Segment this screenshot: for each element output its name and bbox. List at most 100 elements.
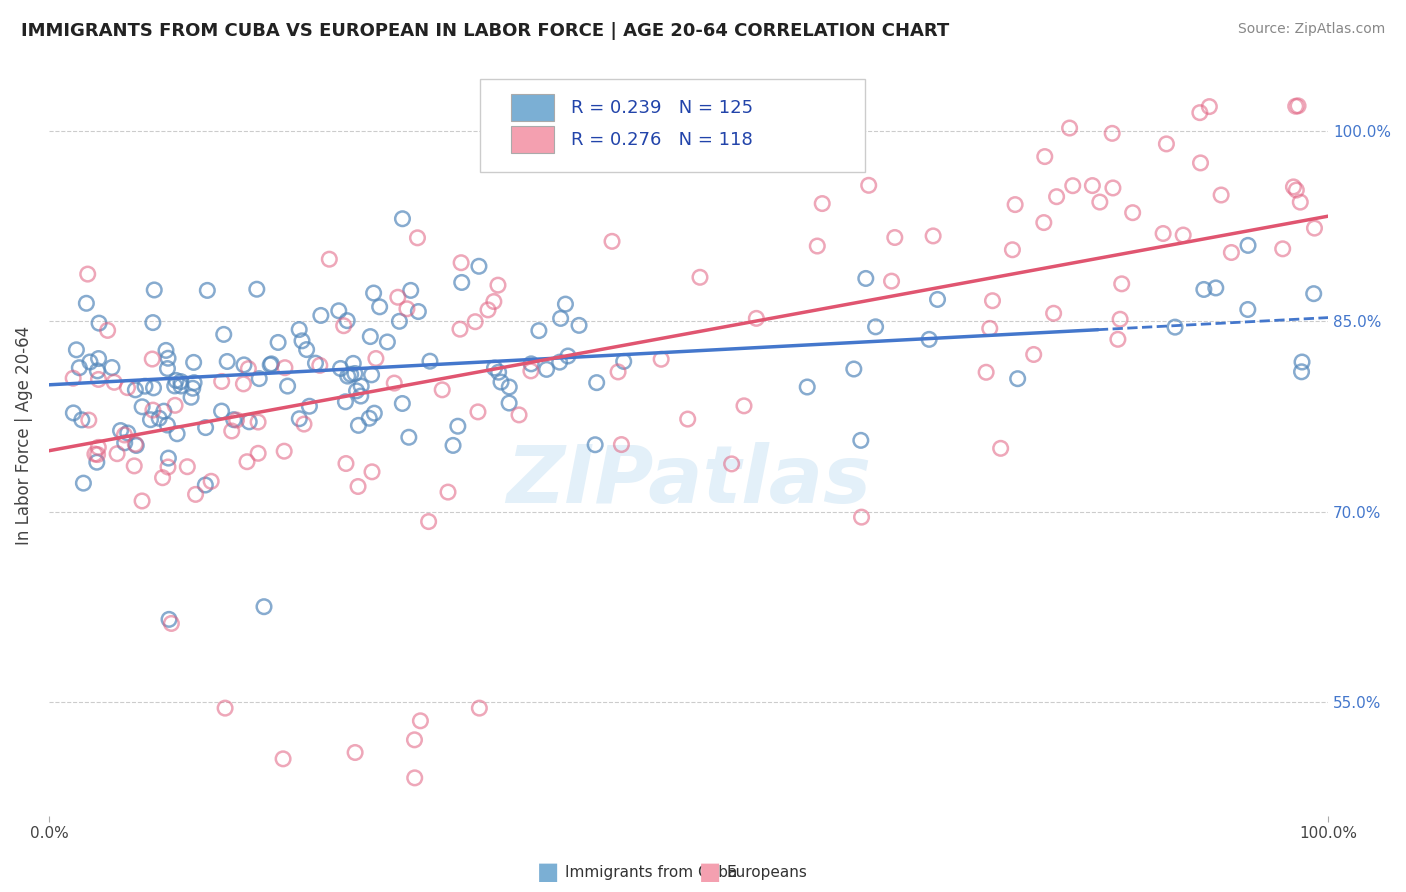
Point — [318, 252, 340, 267]
Point — [87, 351, 110, 366]
Point — [974, 365, 997, 379]
Point — [568, 318, 591, 333]
Text: ■: ■ — [699, 861, 721, 884]
Point — [360, 368, 382, 382]
Point — [1285, 99, 1308, 113]
Point — [1156, 136, 1178, 151]
Point — [918, 332, 941, 346]
Point — [1236, 302, 1258, 317]
Point — [170, 379, 193, 393]
Point — [329, 361, 352, 376]
Point — [170, 375, 193, 389]
Point — [183, 355, 205, 369]
Point — [1285, 183, 1308, 197]
Point — [247, 446, 270, 460]
Point — [165, 374, 187, 388]
Point — [1111, 277, 1133, 291]
Point — [1122, 205, 1144, 219]
Point — [1032, 216, 1054, 230]
Point — [87, 372, 110, 386]
Point — [409, 714, 432, 728]
Point — [1152, 227, 1174, 241]
Point — [404, 732, 426, 747]
Point — [486, 278, 509, 293]
Point — [610, 437, 633, 451]
Text: Europeans: Europeans — [727, 865, 808, 880]
Point — [347, 479, 370, 493]
Point — [277, 379, 299, 393]
Point — [72, 476, 94, 491]
Point — [388, 314, 411, 328]
Point — [745, 311, 768, 326]
Point — [981, 293, 1004, 308]
Point — [418, 515, 440, 529]
Point — [200, 475, 222, 489]
Point — [489, 375, 512, 389]
Point — [335, 457, 357, 471]
Point — [308, 359, 330, 373]
Point — [83, 447, 105, 461]
Point — [221, 424, 243, 438]
Point — [865, 319, 887, 334]
Point — [600, 235, 623, 249]
Point — [65, 343, 87, 357]
Point — [217, 354, 239, 368]
Point — [536, 362, 558, 376]
Point — [181, 381, 204, 395]
Point — [139, 413, 162, 427]
Point — [105, 447, 128, 461]
Point — [304, 356, 326, 370]
Point — [676, 412, 699, 426]
Point — [520, 357, 543, 371]
Point — [395, 301, 418, 316]
Point — [1205, 281, 1227, 295]
Point — [364, 351, 387, 366]
Point — [347, 418, 370, 433]
Point — [101, 360, 124, 375]
Point — [259, 358, 281, 372]
Point — [363, 286, 385, 301]
Text: R = 0.276   N = 118: R = 0.276 N = 118 — [571, 130, 752, 149]
Point — [1042, 306, 1064, 320]
Point — [1211, 188, 1233, 202]
Point — [408, 304, 430, 318]
Point — [486, 124, 509, 138]
Point — [363, 406, 385, 420]
Point — [160, 616, 183, 631]
Point — [849, 434, 872, 448]
Point — [359, 329, 381, 343]
Point — [450, 276, 472, 290]
Point — [368, 300, 391, 314]
Point — [148, 411, 170, 425]
Point — [1045, 189, 1067, 203]
Point — [1173, 227, 1195, 242]
Point — [86, 364, 108, 378]
Point — [1033, 150, 1056, 164]
Point — [267, 335, 290, 350]
Point — [498, 380, 520, 394]
Point — [156, 460, 179, 475]
Point — [271, 752, 294, 766]
Point — [806, 239, 828, 253]
Point — [1237, 238, 1260, 252]
Point — [550, 311, 572, 326]
Point — [398, 430, 420, 444]
Point — [211, 375, 233, 389]
Point — [361, 465, 384, 479]
Point — [447, 419, 470, 434]
Point — [125, 438, 148, 452]
Point — [165, 398, 187, 412]
Point — [131, 400, 153, 414]
Point — [236, 455, 259, 469]
Point — [142, 381, 165, 395]
Point — [157, 351, 180, 366]
Point — [274, 360, 297, 375]
Point — [79, 355, 101, 369]
Text: IMMIGRANTS FROM CUBA VS EUROPEAN IN LABOR FORCE | AGE 20-64 CORRELATION CHART: IMMIGRANTS FROM CUBA VS EUROPEAN IN LABO… — [21, 22, 949, 40]
Point — [260, 357, 283, 371]
Point — [184, 487, 207, 501]
Point — [155, 343, 177, 358]
Point — [238, 415, 260, 429]
Point — [1081, 178, 1104, 193]
Point — [689, 270, 711, 285]
